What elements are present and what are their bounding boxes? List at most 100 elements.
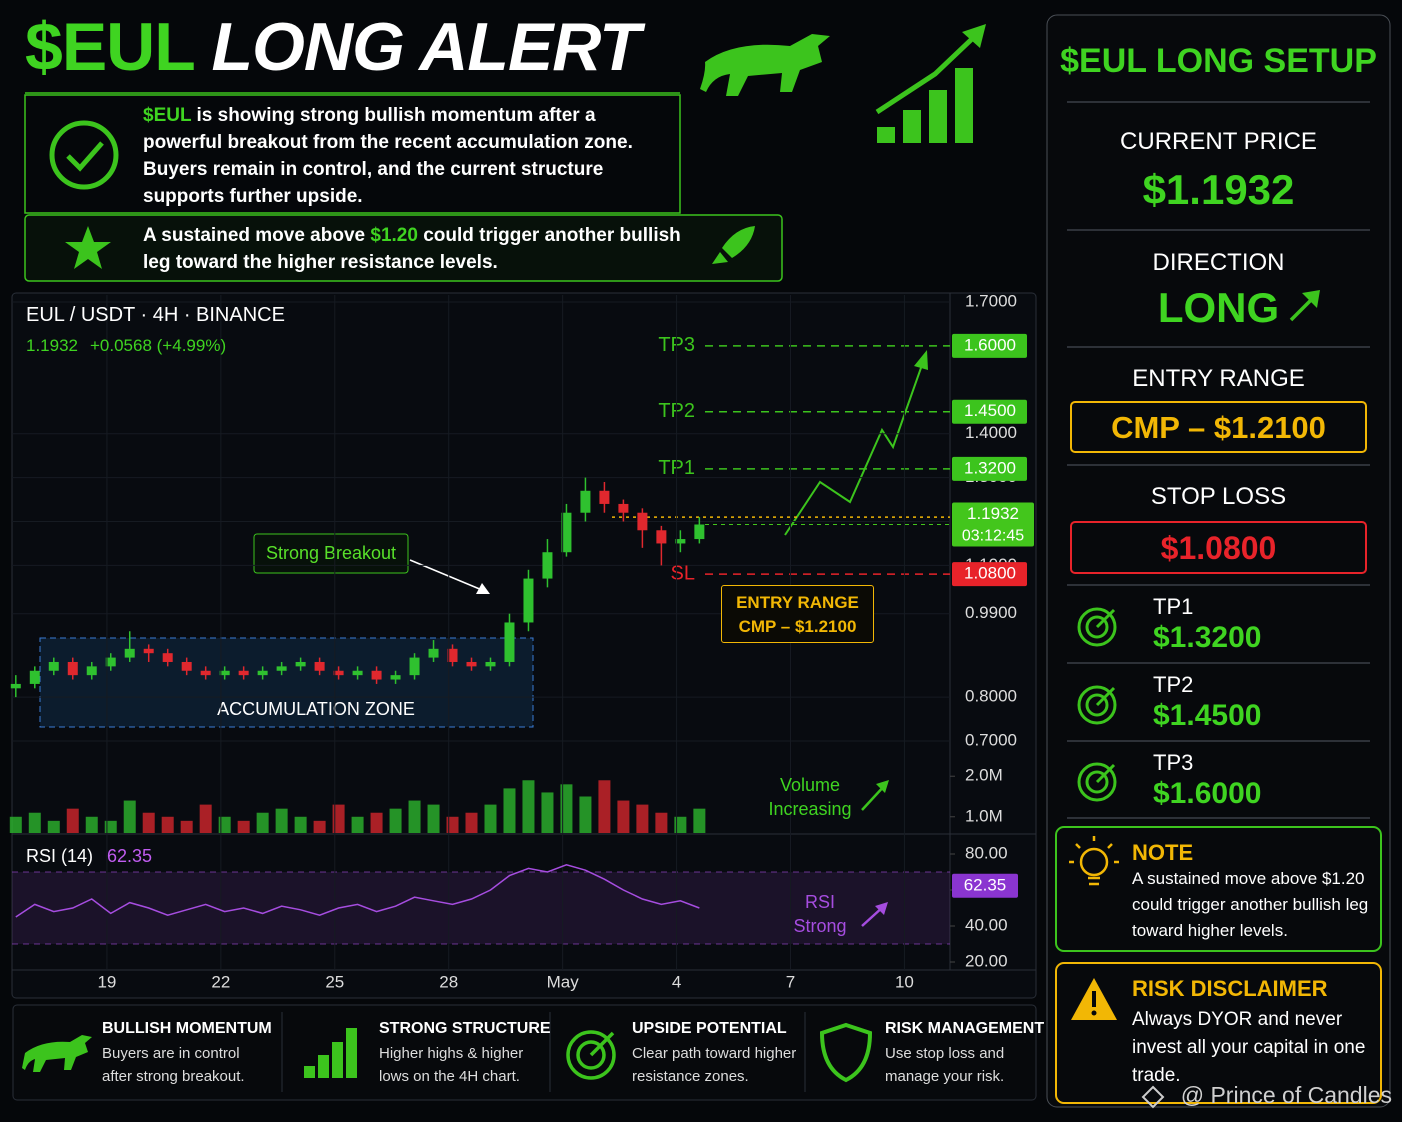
direction-arrowhead	[1302, 290, 1320, 308]
candle-body	[466, 661, 477, 667]
rsi-last: 62.35	[107, 846, 153, 866]
callout-highlight: $1.20	[370, 225, 418, 246]
disclaimer-title: RISK DISCLAIMER	[1132, 976, 1328, 1001]
disclaimer-box	[1055, 962, 1382, 1104]
volume-bar	[351, 816, 364, 833]
candle-body	[485, 661, 496, 667]
y-tick-label: 40.00	[965, 915, 1008, 934]
volume-bar	[446, 816, 459, 833]
candle-body	[352, 670, 363, 676]
candle-body	[637, 512, 648, 531]
stop-value: $1.0800	[1160, 530, 1277, 566]
candle-body	[86, 666, 97, 676]
rsi-line	[15, 864, 700, 918]
feature-text: Clear path toward higher resistance zone…	[632, 1045, 797, 1085]
volume-bar	[313, 820, 326, 833]
sidebar-frame	[1046, 14, 1391, 1108]
candle-body	[67, 661, 78, 676]
y-tick-label: 20.00	[965, 951, 1008, 970]
bull-icon	[700, 34, 830, 96]
volume-bar	[389, 808, 402, 833]
candle-body	[371, 670, 382, 680]
rsi-tag-label: 62.35	[964, 875, 1007, 894]
candle-body	[523, 578, 534, 623]
candle-body	[599, 490, 610, 504]
feature-title: BULLISH MOMENTUM	[102, 1020, 272, 1037]
volume-bar	[560, 784, 573, 833]
disclaimer-text: Always DYOR and never invest all your ca…	[1132, 1009, 1366, 1086]
title-rest: LONG ALERT	[211, 9, 641, 85]
candle-body	[675, 539, 686, 544]
feature-text: Higher highs & higher lows on the 4H cha…	[379, 1045, 524, 1085]
volume-bar	[370, 812, 383, 833]
x-tick-label: 19	[97, 972, 116, 991]
candle-body	[447, 648, 458, 662]
volume-bar	[47, 820, 60, 833]
volume-bar	[123, 800, 136, 833]
x-tick-label: 28	[439, 972, 458, 991]
y-tick-label: 0.8000	[965, 687, 1017, 706]
x-tick-label: 25	[325, 972, 344, 991]
volume-bar	[332, 804, 345, 833]
callout-before: A sustained move above	[143, 225, 371, 246]
rsi-tag	[952, 873, 1018, 898]
candle-body	[181, 661, 192, 671]
volume-annotation: Volume Increasing	[760, 773, 860, 821]
rsi-band	[12, 872, 950, 944]
volume-bar	[199, 804, 212, 833]
zone-label: ACCUMULATION ZONE	[217, 699, 415, 719]
y-tick-label: 2.0M	[965, 766, 1003, 785]
level-tag	[952, 399, 1027, 424]
watermark: @ Prince of Candles	[1180, 1082, 1392, 1108]
bulb-icon	[1069, 836, 1119, 886]
check-mark	[66, 141, 104, 172]
note-box	[1055, 826, 1382, 952]
candle-body	[162, 653, 173, 662]
sidebar-dividers	[1067, 101, 1370, 819]
volume-bar	[294, 816, 307, 833]
target-value: $1.4500	[1153, 699, 1262, 732]
volume-annotation-1: Volume	[779, 775, 841, 795]
rsi-annotation: RSI Strong	[780, 890, 860, 938]
current-label: CURRENT PRICE	[1120, 128, 1317, 155]
volume-bar	[275, 808, 288, 833]
feature-title: UPSIDE POTENTIAL	[632, 1020, 787, 1037]
star-icon	[65, 226, 111, 269]
rocket-icon	[712, 226, 755, 264]
target-value: $1.3200	[1153, 621, 1262, 654]
y-tick-label: 0.9900	[965, 603, 1017, 622]
target-icons	[1077, 607, 1117, 802]
feature-dividers	[281, 1012, 806, 1092]
callout-box	[24, 214, 783, 282]
rsi-annotation-1: RSI	[804, 892, 835, 912]
feature-title: RISK MANAGEMENT	[885, 1020, 1045, 1037]
volume-bar	[66, 808, 79, 833]
volume-bar	[408, 800, 421, 833]
y-tick-label: 80.00	[965, 843, 1008, 862]
feature-title: STRONG STRUCTURE	[379, 1020, 551, 1037]
volume-annotation-2: Increasing	[768, 799, 852, 819]
candle-body	[561, 512, 572, 553]
projection-arrowhead	[914, 350, 928, 370]
current-tag	[952, 502, 1034, 547]
candle-body	[238, 670, 249, 676]
volume-bar	[218, 816, 231, 833]
volume-bar	[85, 816, 98, 833]
x-tick-label: 4	[672, 972, 681, 991]
volume-bar	[28, 812, 41, 833]
current-tag-label: 1.1932	[967, 504, 1019, 523]
x-tick-label: May	[547, 972, 580, 991]
level-tag	[952, 562, 1027, 587]
candle-body	[48, 661, 59, 671]
volume-bar	[484, 804, 497, 833]
candle-body	[124, 648, 135, 658]
entry-annotation-title: ENTRY RANGE	[736, 593, 859, 612]
title-ticker: $EUL	[25, 9, 195, 85]
feature-shield-icon	[819, 1022, 873, 1083]
page-title: $EUL LONG ALERT	[25, 8, 641, 86]
feature-text: Buyers are in control after strong break…	[102, 1045, 245, 1085]
warning-dot	[1091, 1010, 1097, 1016]
candle-body	[333, 670, 344, 676]
volume-bar	[655, 812, 668, 833]
